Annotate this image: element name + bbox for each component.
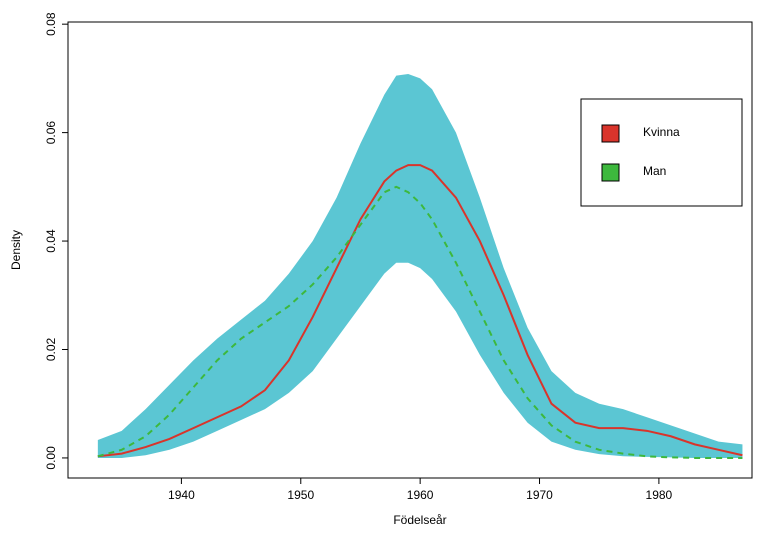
y-tick-label: 0.02 [44, 337, 58, 361]
x-axis-label: Födelseår [393, 513, 446, 527]
legend-label: Kvinna [643, 125, 680, 139]
density-line [97, 164, 743, 458]
x-tick-label: 1970 [526, 488, 553, 502]
y-tick-label: 0.08 [44, 12, 58, 36]
x-tick-label: 1940 [168, 488, 195, 502]
x-tick-label: 1960 [407, 488, 434, 502]
x-tick-label: 1950 [287, 488, 314, 502]
legend-box [580, 98, 743, 207]
legend-swatch [601, 163, 620, 182]
x-tick-label: 1980 [646, 488, 673, 502]
density-line [97, 185, 743, 459]
y-axis-label: Density [9, 230, 23, 270]
y-tick-label: 0.04 [44, 229, 58, 253]
plot-frame [67, 21, 753, 479]
y-tick-label: 0.00 [44, 446, 58, 470]
legend-label: Man [643, 164, 666, 178]
legend-swatch [601, 124, 620, 143]
confidence-band [97, 74, 743, 458]
y-tick-label: 0.06 [44, 121, 58, 145]
